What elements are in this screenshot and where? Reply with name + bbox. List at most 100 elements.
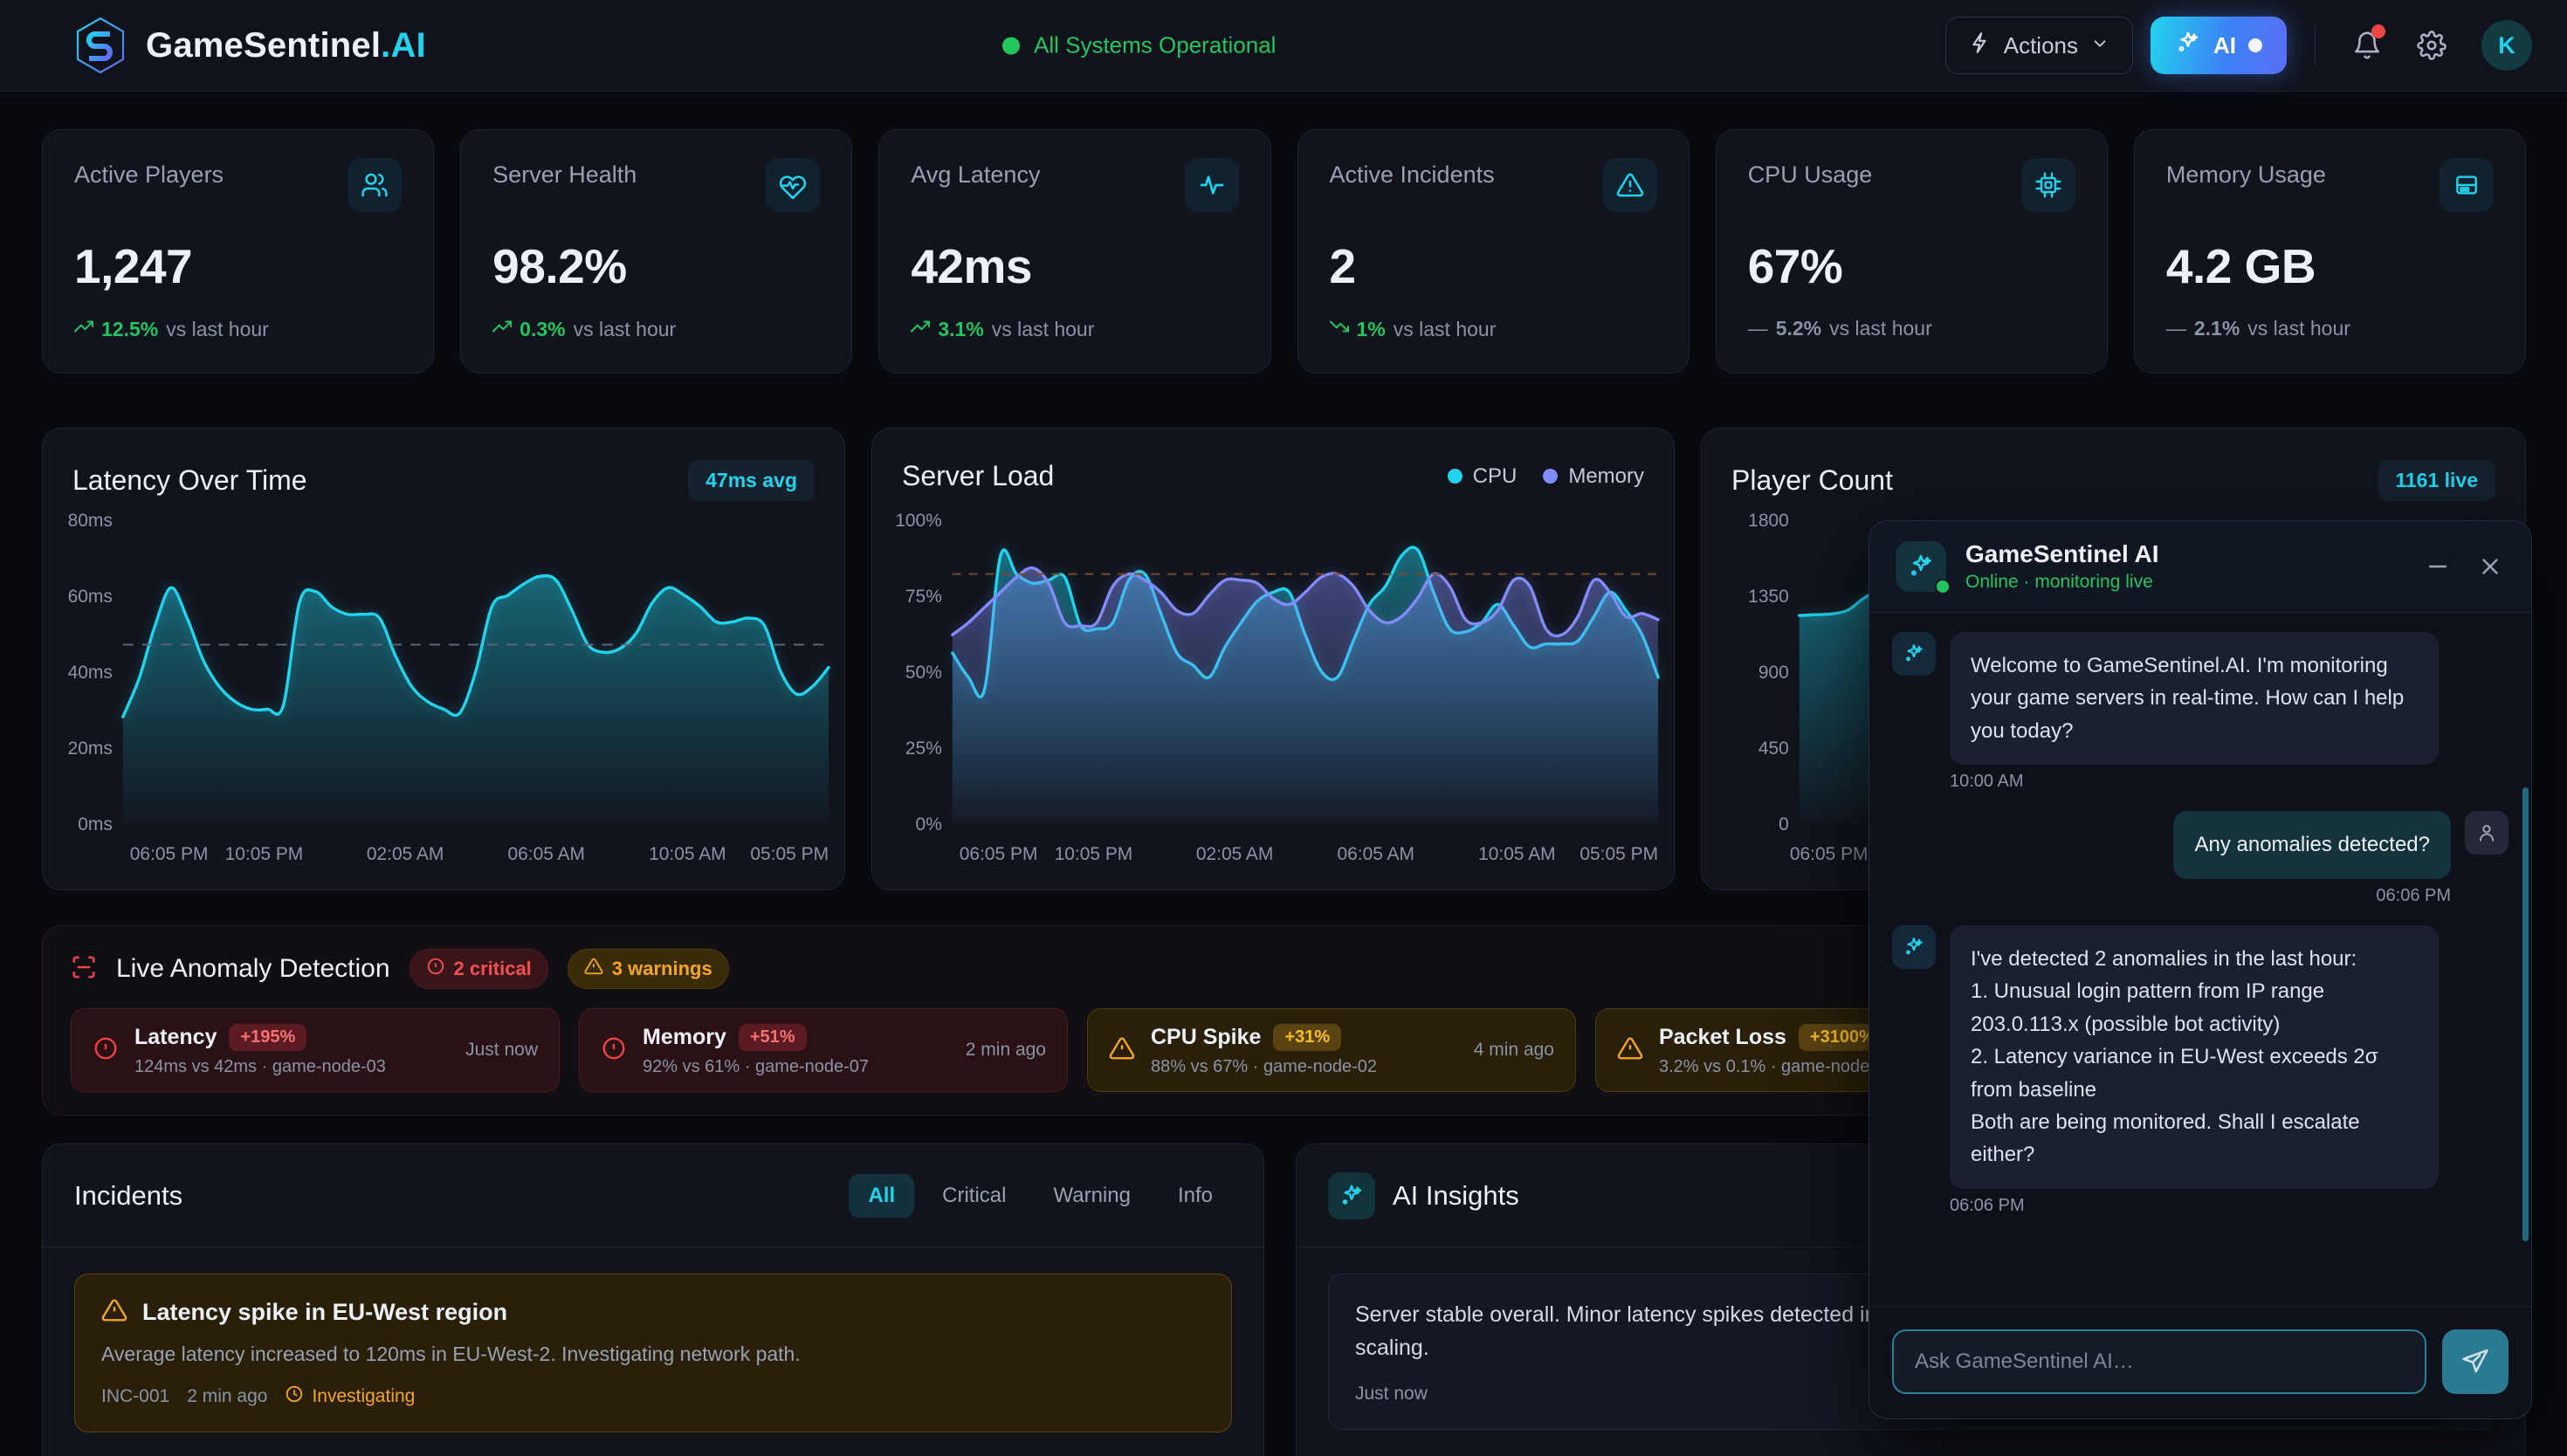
- kpi-delta-note: vs last hour: [1393, 317, 1497, 340]
- scan-icon: [71, 954, 97, 985]
- anomaly-card-cpu-spike[interactable]: CPU Spike +31% 88% vs 67% · game-node-02…: [1087, 1008, 1576, 1092]
- svg-text:06:05 AM: 06:05 AM: [507, 844, 585, 864]
- svg-text:0ms: 0ms: [78, 814, 113, 834]
- svg-text:05:05 PM: 05:05 PM: [1579, 844, 1658, 864]
- trend-up-icon: [911, 317, 931, 341]
- alert-triangle-icon: [1617, 1035, 1643, 1066]
- cpu-icon: [2020, 158, 2075, 212]
- incident-row[interactable]: Latency spike in EU-West region Average …: [74, 1274, 1232, 1432]
- trend-flat-icon: —: [2165, 317, 2186, 340]
- anomaly-detail: 3.2% vs 0.1% · game-node-05: [1659, 1056, 1896, 1076]
- insight-time: Just now: [1355, 1384, 1428, 1404]
- incident-title: Latency spike in EU-West region: [142, 1299, 508, 1325]
- app-header: GameSentinel.AI All Systems Operational …: [0, 0, 2567, 92]
- chat-timestamp: 06:06 PM: [1950, 1195, 2025, 1215]
- svg-text:80ms: 80ms: [68, 512, 113, 531]
- chat-input-bar: [1869, 1306, 2531, 1418]
- kpi-label: Server Health: [492, 161, 637, 188]
- chart-title: Latency Over Time: [72, 464, 307, 496]
- incident-time: 2 min ago: [187, 1386, 268, 1406]
- kpi-value: 42ms: [911, 239, 1033, 293]
- user-icon: [2465, 811, 2509, 855]
- legend-label: CPU: [1472, 464, 1517, 488]
- memory-icon: [2440, 158, 2495, 212]
- kpi-delta-value: 3.1%: [938, 317, 984, 340]
- incidents-title: Incidents: [74, 1179, 183, 1211]
- svg-text:75%: 75%: [905, 587, 942, 607]
- kpi-card-cpu-usage[interactable]: CPU Usage 67% — 5.2% vs last hour: [1715, 129, 2108, 374]
- legend-label: Memory: [1568, 464, 1644, 488]
- tab-critical[interactable]: Critical: [942, 1183, 1007, 1207]
- avatar[interactable]: K: [2481, 20, 2532, 71]
- critical-count-label: 2 critical: [453, 958, 532, 979]
- notification-badge: [2371, 24, 2385, 38]
- insights-title: AI Insights: [1393, 1179, 1519, 1211]
- settings-button[interactable]: [2408, 22, 2455, 69]
- svg-text:0%: 0%: [916, 814, 942, 834]
- send-button[interactable]: [2442, 1329, 2509, 1394]
- sparkles-icon: [1328, 1171, 1375, 1219]
- chart-title: Player Count: [1731, 464, 1893, 496]
- serverload-plot: 0% 25% 50% 75% 100% 06:05 PM 10:05 PM 02:05 AM 0…: [872, 512, 1674, 879]
- anomaly-time: Just now: [465, 1040, 538, 1060]
- clock-icon: [285, 1384, 304, 1409]
- anomaly-card-latency[interactable]: Latency +195% 124ms vs 42ms · game-node-…: [71, 1008, 560, 1092]
- kpi-label: Active Players: [74, 161, 224, 188]
- close-icon[interactable]: [2475, 552, 2505, 581]
- incident-description: Average latency increased to 120ms in EU…: [101, 1343, 801, 1365]
- kpi-card-server-health[interactable]: Server Health 98.2% 0.3% vs last hour: [460, 129, 853, 374]
- chat-header: GameSentinel AI Online · monitoring live: [1869, 521, 2531, 613]
- chart-title: Server Load: [902, 460, 1055, 491]
- warning-count-label: 3 warnings: [611, 958, 712, 979]
- incident-status-label: Investigating: [312, 1386, 416, 1406]
- send-icon: [2460, 1346, 2490, 1378]
- status-badge-critical: 2 critical: [409, 949, 548, 989]
- activity-icon: [1184, 158, 1239, 212]
- legend-item-memory: Memory: [1543, 464, 1644, 489]
- status-badge-warning: 3 warnings: [567, 949, 729, 989]
- incidents-panel: Incidents All Critical Warning Info Late…: [42, 1144, 1264, 1456]
- chat-message-ai: I've detected 2 anomalies in the last ho…: [1892, 924, 2509, 1189]
- kpi-value: 67%: [1747, 239, 1843, 293]
- kpi-delta-note: vs last hour: [2247, 317, 2350, 340]
- svg-text:06:05 PM: 06:05 PM: [130, 844, 209, 864]
- alert-circle-icon: [601, 1035, 627, 1066]
- chart-row: Latency Over Time 47ms avg 0ms 20ms 40ms 60…: [42, 428, 2526, 890]
- trend-up-icon: [492, 317, 513, 341]
- anomaly-title: Live Anomaly Detection: [116, 954, 390, 983]
- svg-text:06:05 PM: 06:05 PM: [960, 844, 1038, 864]
- svg-text:10:05 AM: 10:05 AM: [1478, 844, 1556, 864]
- tab-info[interactable]: Info: [1177, 1183, 1213, 1207]
- brand[interactable]: GameSentinel.AI: [74, 17, 426, 74]
- tab-warning[interactable]: Warning: [1053, 1183, 1131, 1207]
- anomaly-card-memory[interactable]: Memory +51% 92% vs 61% · game-node-07 2 …: [579, 1008, 1068, 1092]
- ai-toggle-button[interactable]: AI: [2151, 17, 2287, 74]
- notifications-button[interactable]: [2343, 22, 2391, 69]
- chart-badge-players-live: 1161 live: [2378, 460, 2495, 501]
- chat-messages[interactable]: Welcome to GameSentinel.AI. I'm monitori…: [1869, 613, 2531, 1306]
- kpi-row: Active Players 1,247 12.5% vs last hour …: [42, 129, 2527, 374]
- chat-bubble: Welcome to GameSentinel.AI. I'm monitori…: [1950, 632, 2439, 766]
- kpi-label: Avg Latency: [911, 161, 1041, 188]
- incident-id: INC-001: [101, 1386, 170, 1406]
- kpi-delta-value: 2.1%: [2193, 317, 2240, 340]
- chat-input[interactable]: [1892, 1329, 2426, 1394]
- kpi-card-avg-latency[interactable]: Avg Latency 42ms 3.1% vs last hour: [878, 129, 1271, 374]
- kpi-card-active-players[interactable]: Active Players 1,247 12.5% vs last hour: [42, 129, 435, 374]
- svg-text:02:05 AM: 02:05 AM: [1196, 844, 1274, 864]
- tab-all[interactable]: All: [849, 1173, 915, 1218]
- status-dot-icon: [1002, 37, 1020, 54]
- kpi-card-memory-usage[interactable]: Memory Usage 4.2 GB — 2.1% vs last hour: [2133, 129, 2527, 374]
- actions-button[interactable]: Actions: [1944, 17, 2133, 74]
- legend-dot-cpu-icon: [1447, 469, 1462, 484]
- anomaly-time: 2 min ago: [965, 1040, 1046, 1060]
- header-divider: [2315, 25, 2316, 65]
- kpi-card-active-incidents[interactable]: Active Incidents 2 1% vs last hour: [1297, 129, 1690, 374]
- chat-bubble: I've detected 2 anomalies in the last ho…: [1950, 924, 2439, 1189]
- svg-text:25%: 25%: [905, 738, 942, 759]
- kpi-value: 4.2 GB: [2165, 239, 2316, 293]
- chat-scrollbar[interactable]: [2522, 787, 2529, 1241]
- anomaly-time: 4 min ago: [1473, 1040, 1554, 1060]
- avatar-initial: K: [2498, 31, 2515, 58]
- minimize-icon[interactable]: [2423, 552, 2453, 581]
